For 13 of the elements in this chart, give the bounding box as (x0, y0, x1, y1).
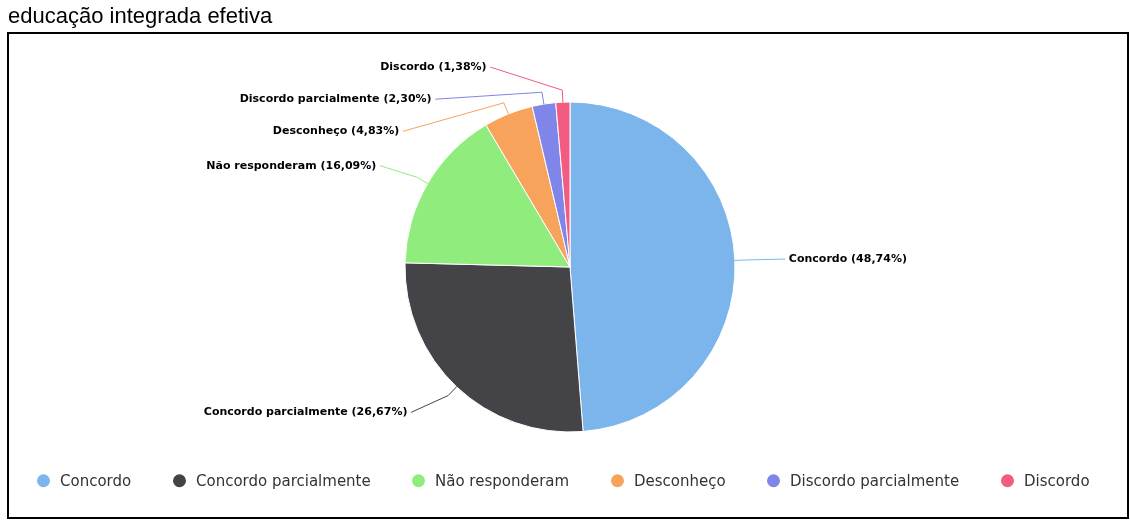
legend-label: Concordo (60, 471, 132, 490)
data-label: Não responderam (16,09%) (206, 158, 377, 172)
legend-label: Desconheço (634, 471, 726, 490)
legend-label: Discordo (1024, 471, 1090, 490)
data-label: Concordo parcialmente (26,67%) (203, 405, 408, 419)
data-label: Concordo (48,74%) (788, 252, 907, 266)
legend-label: Discordo parcialmente (790, 471, 960, 490)
legend-label: Não responderam (435, 471, 570, 490)
data-label: Discordo parcialmente (2,30%) (239, 92, 432, 106)
chart-title: educação integrada efetiva (8, 3, 273, 28)
data-label: Desconheço (4,83%) (272, 124, 400, 138)
data-label: Discordo (1,38%) (380, 60, 487, 74)
legend-label: Concordo parcialmente (196, 471, 371, 490)
